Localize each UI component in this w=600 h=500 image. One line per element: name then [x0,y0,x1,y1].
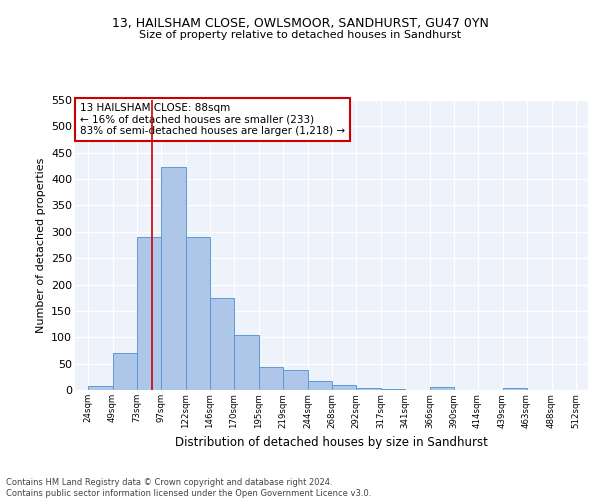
Bar [88,386,113,390]
Bar [209,298,233,390]
Bar [259,367,283,390]
Bar [503,388,527,390]
Text: 13, HAILSHAM CLOSE, OWLSMOOR, SANDHURST, GU47 0YN: 13, HAILSHAM CLOSE, OWLSMOOR, SANDHURST,… [112,18,488,30]
Text: Size of property relative to detached houses in Sandhurst: Size of property relative to detached ho… [139,30,461,40]
Bar [331,386,355,390]
Bar [113,353,137,390]
Bar [283,370,308,390]
Bar [233,334,259,390]
Bar [137,236,161,390]
Bar [430,388,454,390]
X-axis label: Distribution of detached houses by size in Sandhurst: Distribution of detached houses by size … [175,436,488,449]
Text: Contains HM Land Registry data © Crown copyright and database right 2024.
Contai: Contains HM Land Registry data © Crown c… [6,478,371,498]
Y-axis label: Number of detached properties: Number of detached properties [35,158,46,332]
Bar [161,168,185,390]
Bar [185,237,209,390]
Text: 13 HAILSHAM CLOSE: 88sqm
← 16% of detached houses are smaller (233)
83% of semi-: 13 HAILSHAM CLOSE: 88sqm ← 16% of detach… [80,103,345,136]
Bar [355,388,380,390]
Bar [308,381,331,390]
